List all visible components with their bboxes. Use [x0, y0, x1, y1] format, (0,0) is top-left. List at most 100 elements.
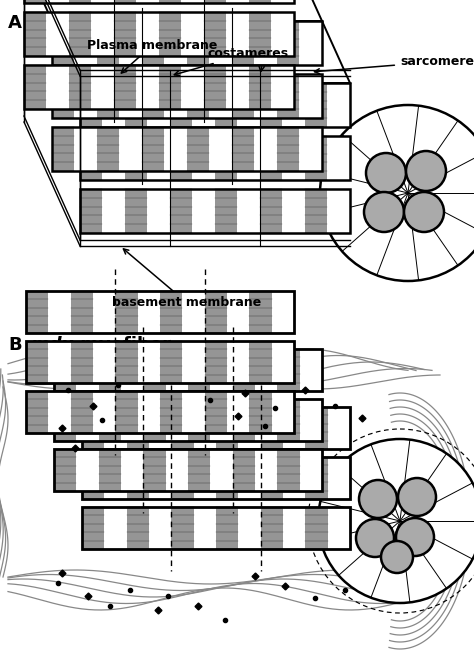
Polygon shape [24, 65, 294, 109]
Polygon shape [249, 341, 272, 383]
Polygon shape [305, 83, 328, 127]
Polygon shape [99, 449, 121, 491]
Polygon shape [204, 65, 227, 109]
Polygon shape [24, 0, 46, 3]
Polygon shape [114, 0, 137, 3]
Polygon shape [204, 12, 227, 56]
Polygon shape [216, 407, 238, 449]
Circle shape [396, 518, 434, 556]
Polygon shape [305, 189, 328, 233]
Polygon shape [160, 391, 182, 433]
Polygon shape [215, 136, 237, 180]
Polygon shape [115, 391, 137, 433]
Circle shape [404, 192, 444, 232]
Polygon shape [305, 457, 328, 499]
Polygon shape [249, 65, 272, 109]
Polygon shape [69, 0, 91, 3]
Text: A  Normal myofiber: A Normal myofiber [8, 14, 204, 32]
Polygon shape [171, 507, 194, 549]
Polygon shape [24, 0, 294, 3]
Circle shape [364, 192, 404, 232]
Polygon shape [142, 127, 164, 171]
Circle shape [366, 153, 406, 193]
Circle shape [318, 439, 474, 603]
Circle shape [406, 151, 446, 191]
Polygon shape [277, 127, 300, 171]
Polygon shape [170, 136, 192, 180]
Polygon shape [82, 457, 104, 499]
Polygon shape [26, 341, 48, 383]
Polygon shape [24, 65, 46, 109]
Polygon shape [232, 74, 255, 118]
Polygon shape [277, 74, 300, 118]
Polygon shape [80, 136, 350, 180]
Polygon shape [261, 507, 283, 549]
Polygon shape [82, 407, 350, 449]
Polygon shape [52, 74, 322, 118]
Polygon shape [99, 399, 121, 441]
Polygon shape [277, 21, 300, 65]
Polygon shape [54, 349, 76, 391]
Polygon shape [142, 74, 164, 118]
Text: Plasma membrane: Plasma membrane [87, 39, 217, 73]
Polygon shape [305, 507, 328, 549]
Polygon shape [54, 349, 322, 391]
Polygon shape [71, 341, 93, 383]
Polygon shape [159, 12, 182, 56]
Polygon shape [260, 83, 283, 127]
Polygon shape [125, 136, 147, 180]
Polygon shape [233, 449, 255, 491]
Polygon shape [232, 127, 255, 171]
Polygon shape [170, 83, 192, 127]
Polygon shape [205, 291, 227, 333]
Polygon shape [277, 449, 300, 491]
Polygon shape [54, 399, 322, 441]
Polygon shape [82, 407, 104, 449]
Text: basement membrane: basement membrane [112, 249, 261, 309]
Polygon shape [52, 21, 74, 65]
Polygon shape [143, 399, 166, 441]
Polygon shape [188, 399, 210, 441]
Polygon shape [82, 457, 350, 499]
Polygon shape [52, 21, 350, 83]
Polygon shape [52, 127, 322, 171]
Polygon shape [205, 341, 227, 383]
Polygon shape [125, 83, 147, 127]
Polygon shape [171, 457, 194, 499]
Polygon shape [82, 507, 104, 549]
Polygon shape [114, 65, 137, 109]
Polygon shape [26, 341, 294, 383]
Polygon shape [114, 12, 137, 56]
Polygon shape [80, 83, 102, 127]
Polygon shape [80, 136, 102, 180]
Polygon shape [160, 341, 182, 383]
Polygon shape [170, 189, 192, 233]
Polygon shape [80, 83, 350, 127]
Polygon shape [143, 349, 166, 391]
Polygon shape [115, 341, 137, 383]
Polygon shape [97, 127, 119, 171]
Polygon shape [52, 74, 74, 118]
Text: B: B [8, 336, 22, 354]
Polygon shape [80, 189, 102, 233]
Polygon shape [216, 457, 238, 499]
Text: mdx: mdx [30, 336, 73, 354]
Polygon shape [71, 291, 93, 333]
Polygon shape [97, 21, 119, 65]
Polygon shape [24, 12, 294, 56]
Polygon shape [125, 189, 147, 233]
Polygon shape [204, 0, 227, 3]
Polygon shape [232, 21, 255, 65]
Polygon shape [277, 349, 300, 391]
Polygon shape [52, 127, 74, 171]
Polygon shape [277, 399, 300, 441]
Polygon shape [187, 127, 210, 171]
Polygon shape [249, 12, 272, 56]
Polygon shape [260, 189, 283, 233]
Polygon shape [82, 507, 350, 549]
Polygon shape [205, 391, 227, 433]
Polygon shape [215, 189, 237, 233]
Polygon shape [69, 65, 91, 109]
Polygon shape [26, 291, 294, 333]
Polygon shape [159, 0, 182, 3]
